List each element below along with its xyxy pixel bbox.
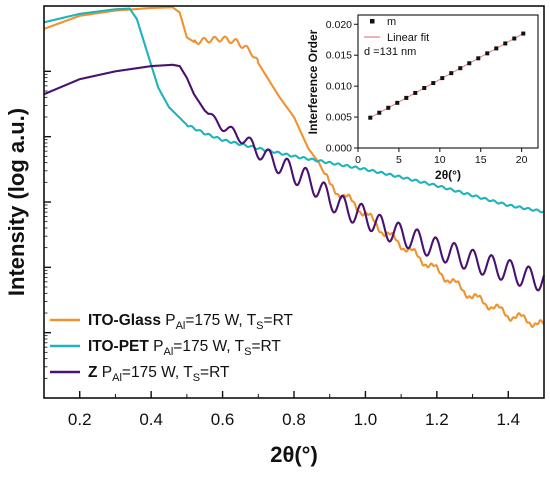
legend-legend-sub1: Al [112, 372, 122, 384]
main-x-axis-title: 2θ(°) [270, 442, 318, 467]
inset-data-point [476, 56, 481, 61]
inset-legend-marker [370, 19, 375, 24]
legend-legend-mid: =175 W, T [185, 312, 256, 329]
legend-legend-sub2: S [244, 346, 251, 358]
inset-background [358, 15, 538, 148]
inset-y-axis-title: Interference Order [306, 29, 320, 134]
inset-plot-frame [357, 14, 539, 149]
inset-thickness-annotation: d =131 nm [364, 46, 416, 58]
legend-legend-end: =RT [200, 364, 230, 381]
main-series-line-ito-pet [43, 7, 545, 214]
inset-data-point [458, 66, 463, 71]
legend-legend-rest: P [161, 312, 176, 329]
main-y-ticks [44, 70, 51, 379]
inset-data-point [404, 95, 409, 100]
main-x-tick-label: 0.2 [68, 410, 92, 429]
main-x-ticks: 0.2 0.4 0.6 0.8 1.0 1.2 1.4 [43, 391, 545, 429]
inset-data-point [368, 115, 373, 120]
main-x-tick-label: 0.4 [139, 410, 163, 429]
legend-legend-sub2: S [193, 372, 200, 384]
legend-name: Z [88, 364, 98, 381]
main-x-tick-label: 0.6 [211, 410, 235, 429]
legend-legend-end: =RT [251, 338, 281, 355]
inset-data-point [386, 105, 391, 110]
inset-y-tick-label: 0.005 [326, 112, 352, 124]
inset-x-tick-label: 20 [516, 154, 528, 166]
main-plot: 0.2 0.4 0.6 0.8 1.0 1.2 1.4 2θ(°) Intensity (l… [4, 5, 546, 467]
inset-data-point [494, 46, 499, 51]
legend-name: ITO-Glass [88, 312, 161, 329]
main-series-group [43, 6, 546, 328]
inset-data-point [431, 81, 436, 86]
inset-y-tick-label: 0.020 [326, 19, 352, 31]
inset-series-group [368, 31, 526, 120]
inset-x-axis-title: 2θ(°) [435, 168, 461, 182]
legend-legend-rest: P [149, 338, 164, 355]
inset-data-point [485, 51, 490, 56]
inset-data-point [521, 31, 526, 36]
legend-legend-sub2: S [256, 320, 263, 332]
inset-x-ticks: 0 5 10 15 20 [355, 148, 528, 166]
inset-data-point [449, 71, 454, 76]
main-series-line-z [43, 63, 546, 292]
inset-data-point [467, 61, 472, 66]
inset-legend-m: m [387, 16, 396, 28]
legend-legend-mid: =175 W, T [173, 338, 244, 355]
legend-legend-mid: =175 W, T [122, 364, 193, 381]
legend-legend-sub1: Al [176, 320, 186, 332]
legend-legend-rest: P [97, 364, 112, 381]
main-y-axis-title: Intensity (log a.u.) [4, 108, 29, 296]
inset-x-tick-label: 10 [434, 154, 446, 166]
main-x-tick-label: 1.4 [496, 410, 520, 429]
inset-y-tick-label: 0.010 [326, 81, 352, 93]
inset-chart: 0 5 10 15 20 0.000 0.005 0.010 0.015 0.020 2θ(°)… [306, 14, 539, 182]
main-x-tick-label: 1.0 [354, 410, 378, 429]
inset-data-point [422, 85, 427, 90]
legend-name: ITO-PET [88, 338, 149, 355]
inset-y-tick-label: 0.000 [326, 143, 352, 155]
inset-data-point [377, 110, 382, 115]
inset-x-tick-label: 0 [355, 154, 361, 166]
inset-x-tick-label: 5 [396, 154, 402, 166]
legend-legend-end: =RT [264, 312, 294, 329]
legend-entry: ITO-PET PAl=175 W, TS=RT [88, 338, 281, 358]
legend-legend-sub1: Al [164, 346, 174, 358]
legend-entry: Z PAl=175 W, TS=RT [88, 364, 230, 384]
inset-data-point [395, 100, 400, 105]
main-x-tick-label: 0.8 [282, 410, 306, 429]
inset-data-point [440, 76, 445, 81]
inset-data-point [413, 90, 418, 95]
main-x-tick-label: 1.2 [425, 410, 449, 429]
legend-entry: ITO-Glass PAl=175 W, TS=RT [88, 312, 293, 332]
inset-data-point [512, 36, 517, 41]
inset-data-point [503, 41, 508, 46]
inset-y-ticks: 0.000 0.005 0.010 0.015 0.020 [326, 19, 358, 155]
inset-y-tick-label: 0.015 [326, 50, 352, 62]
inset-legend: m Linear fit d =131 nm [364, 16, 429, 58]
inset-legend-fit: Linear fit [387, 32, 429, 44]
inset-x-tick-label: 15 [475, 154, 487, 166]
